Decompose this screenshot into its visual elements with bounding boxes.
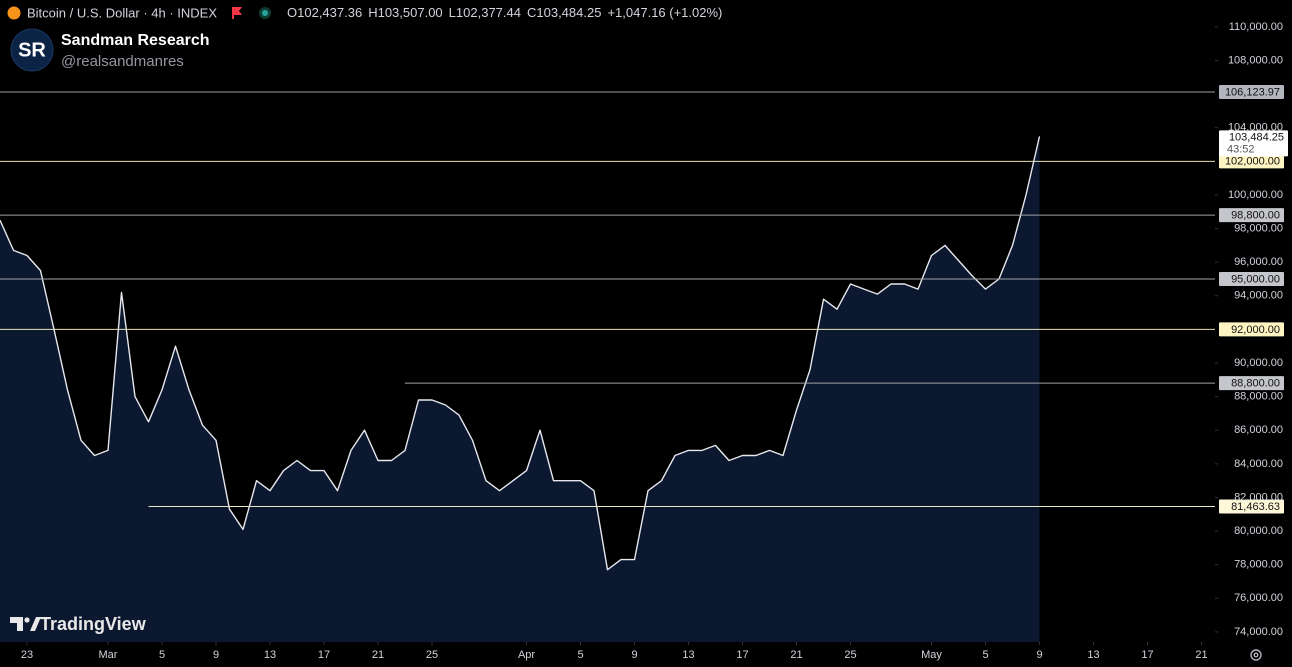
level-label-bg xyxy=(1219,271,1284,286)
ohlc-value: 103,484.25 xyxy=(536,5,601,20)
y-tick-label: 98,000.00 xyxy=(1234,222,1283,234)
price-area xyxy=(0,136,1040,642)
x-tick-label: 9 xyxy=(631,649,637,661)
ohlc-key: H xyxy=(368,5,377,20)
x-tick-label: 17 xyxy=(736,649,748,661)
flag-icon xyxy=(232,7,242,19)
level-label-bg xyxy=(1219,376,1284,391)
y-tick-label: 94,000.00 xyxy=(1234,290,1283,302)
level-label: 95,000.00 xyxy=(1231,273,1280,285)
x-tick-label: 21 xyxy=(1195,649,1207,661)
level-label-bg xyxy=(1219,154,1284,169)
last-price-bg xyxy=(1219,130,1288,157)
x-tick-label: Mar xyxy=(99,649,118,661)
plot-area xyxy=(0,136,1041,642)
x-tick-label: 21 xyxy=(790,649,802,661)
x-tick-label: 13 xyxy=(682,649,694,661)
coin-icon xyxy=(7,6,21,20)
y-tick-label: 76,000.00 xyxy=(1234,592,1283,604)
y-tick-label: 88,000.00 xyxy=(1234,391,1283,403)
x-tick-label: 5 xyxy=(159,649,165,661)
y-tick-label: 84,000.00 xyxy=(1234,458,1283,470)
levels: 106,123.97 102,000.00 98,800.00 95,000.00 92… xyxy=(0,85,1288,514)
level-label: 98,800.00 xyxy=(1231,210,1280,222)
level-label-bg xyxy=(1219,499,1284,514)
y-tick-label: 100,000.00 xyxy=(1228,189,1283,201)
level-label: 92,000.00 xyxy=(1231,324,1280,336)
change: +1,047.16 (+1.02%) xyxy=(607,5,722,20)
settings-icon[interactable] xyxy=(1250,649,1262,661)
x-tick-label: 5 xyxy=(577,649,583,661)
y-tick-label: 82,000.00 xyxy=(1234,491,1283,503)
ohlc-key: O xyxy=(287,5,297,20)
x-tick-label: May xyxy=(921,649,942,661)
axes: 110,000.00 108,000.00 104,000.00 100,000.00… xyxy=(21,21,1283,661)
ohlc: O102,437.36 H103,507.00 L102,377.44 C103,48… xyxy=(287,5,722,20)
y-tick-label: 90,000.00 xyxy=(1234,357,1283,369)
author-handle: @realsandmanres xyxy=(61,53,184,70)
y-tick-label: 80,000.00 xyxy=(1234,525,1283,537)
level-label: 81,463.63 xyxy=(1231,501,1280,513)
level-label: 106,123.97 xyxy=(1225,86,1280,98)
ohlc-key: C xyxy=(527,5,536,20)
x-tick-label: 17 xyxy=(1141,649,1153,661)
symbol: Bitcoin / U.S. Dollar · 4h · INDEX xyxy=(27,5,217,20)
y-tick-label: 104,000.00 xyxy=(1228,122,1283,134)
x-tick-label: 9 xyxy=(213,649,219,661)
level-label: 88,800.00 xyxy=(1231,378,1280,390)
x-tick-label: 25 xyxy=(844,649,856,661)
x-tick-label: 13 xyxy=(1087,649,1099,661)
author-avatar xyxy=(10,28,54,72)
level-label-bg xyxy=(1219,322,1284,337)
y-tick-label: 96,000.00 xyxy=(1234,256,1283,268)
last-price: 103,484.25 xyxy=(1229,131,1284,143)
price-line xyxy=(0,136,1041,571)
x-tick-label: 5 xyxy=(982,649,988,661)
y-tick-label: 74,000.00 xyxy=(1234,626,1283,638)
avatar-text: SR xyxy=(18,39,46,61)
ohlc-value: 102,377.44 xyxy=(456,5,521,20)
x-tick-label: 25 xyxy=(426,649,438,661)
y-tick-label: 86,000.00 xyxy=(1234,424,1283,436)
watermark: TradingView xyxy=(40,614,147,634)
y-tick-label: 108,000.00 xyxy=(1228,54,1283,66)
x-tick-label: Apr xyxy=(518,649,535,661)
level-label-bg xyxy=(1219,85,1284,100)
author-name: Sandman Research xyxy=(61,32,210,49)
ohlc-key: L xyxy=(449,5,456,20)
ohlc-value: 103,507.00 xyxy=(378,5,443,20)
x-tick-label: 13 xyxy=(264,649,276,661)
countdown: 43:52 xyxy=(1227,143,1255,155)
tv-logo xyxy=(10,617,41,631)
y-tick-label: 110,000.00 xyxy=(1229,21,1283,33)
level-label: 102,000.00 xyxy=(1225,156,1280,168)
x-tick-label: 21 xyxy=(372,649,384,661)
x-tick-label: 9 xyxy=(1036,649,1042,661)
x-tick-label: 23 xyxy=(21,649,33,661)
level-label-bg xyxy=(1219,208,1284,223)
y-tick-label: 78,000.00 xyxy=(1234,559,1283,571)
ohlc-value: 102,437.36 xyxy=(297,5,362,20)
status-dot xyxy=(262,10,268,16)
x-tick-label: 17 xyxy=(318,649,330,661)
